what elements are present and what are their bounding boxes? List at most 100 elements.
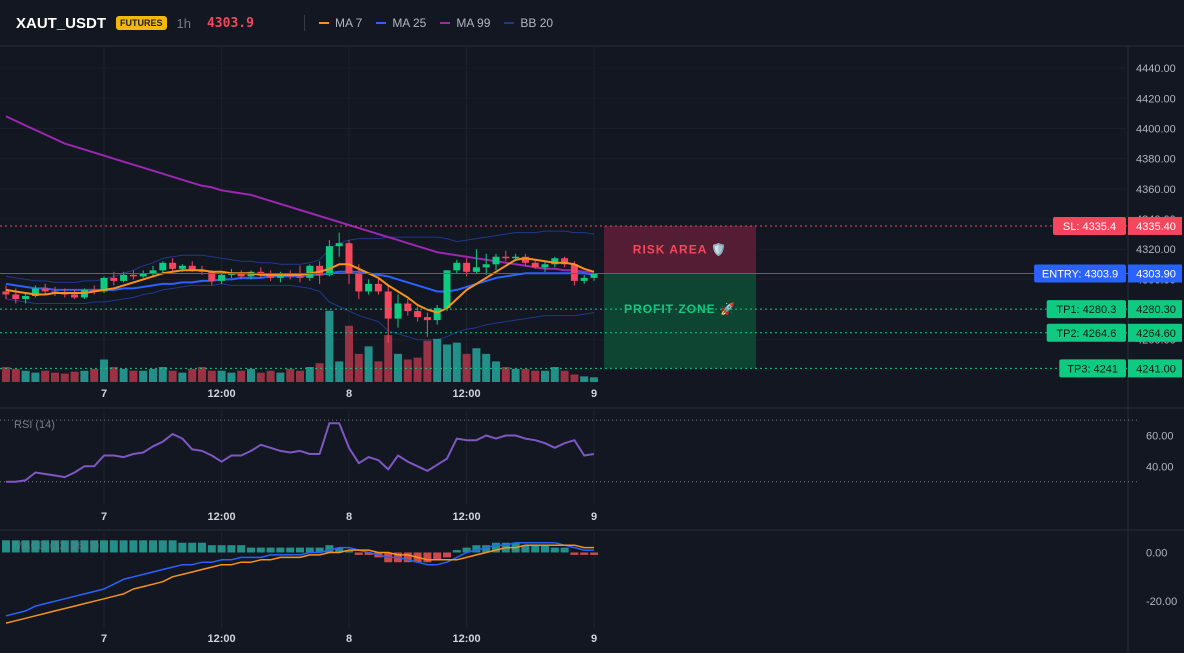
price-axis-tag-label: 4335.40 <box>1136 221 1176 233</box>
candle-body <box>218 274 226 281</box>
macd-histogram-bar <box>521 545 530 553</box>
macd-histogram-bar <box>11 540 20 553</box>
candle-body <box>355 273 363 292</box>
candle-body <box>590 273 598 278</box>
volume-bar <box>100 359 108 382</box>
volume-bar <box>364 346 373 382</box>
macd-histogram-bar <box>266 547 275 553</box>
x-tick-label: 12:00 <box>208 633 236 645</box>
level-tag-label: ENTRY: 4303.9 <box>1042 268 1118 280</box>
price-axis-tag-label: 4303.90 <box>1136 268 1176 280</box>
macd-histogram-bar <box>433 552 442 560</box>
volume-bar <box>403 359 412 382</box>
volume-bar <box>129 370 138 382</box>
y-tick-label: 4360.00 <box>1136 184 1176 196</box>
volume-bar <box>198 367 206 382</box>
macd-histogram-bar <box>296 547 304 553</box>
candle-body <box>482 264 490 268</box>
macd-histogram-bar <box>482 545 491 553</box>
macd-histogram-bar <box>109 540 118 553</box>
candle-body <box>208 271 216 281</box>
volume-bar <box>384 335 393 382</box>
volume-bar <box>492 361 500 382</box>
y-tick-label: 4380.00 <box>1136 154 1176 166</box>
volume-bar <box>256 372 265 382</box>
candle-body <box>41 288 49 292</box>
macd-histogram-bar <box>51 540 59 553</box>
volume-bar <box>41 370 50 382</box>
price-axis-tag-label: 4241.00 <box>1136 363 1176 375</box>
candle-body <box>306 265 314 278</box>
volume-bar <box>247 368 255 382</box>
legend-ma7[interactable]: MA 7 <box>318 16 362 30</box>
volume-bar <box>433 338 442 382</box>
symbol-title: XAUT_USDT <box>16 14 107 32</box>
volume-bar <box>511 368 520 382</box>
macd-histogram-bar <box>550 547 559 553</box>
y-tick-label: 4420.00 <box>1136 93 1176 105</box>
volume-bar <box>119 368 128 382</box>
legend-ma99[interactable]: MA 99 <box>440 16 490 30</box>
candle-body <box>394 303 402 319</box>
candle-body <box>384 291 392 319</box>
profit-zone-label: PROFIT ZONE 🚀 <box>624 302 736 316</box>
x-tick-label: 7 <box>101 633 107 645</box>
volume-bar <box>452 342 461 382</box>
legend-swatch <box>376 22 387 24</box>
macd-histogram-bar <box>139 540 148 553</box>
x-tick-label: 9 <box>591 388 597 400</box>
volume-bar <box>423 340 432 382</box>
ma7-line <box>5 257 595 314</box>
volume-bar <box>521 368 530 382</box>
macd-histogram-bar <box>452 550 461 553</box>
macd-histogram-bar <box>403 552 412 563</box>
volume-bar <box>345 325 353 382</box>
price-axis-tag <box>1128 323 1182 342</box>
macd-histogram-bar <box>462 547 471 553</box>
legend-label: MA 99 <box>456 16 491 30</box>
macd-histogram-bar <box>198 542 206 553</box>
candle-body <box>365 283 373 292</box>
volume-bar <box>550 367 559 382</box>
macd-histogram-bar <box>158 540 167 553</box>
macd-histogram-bar <box>580 552 589 555</box>
macd-histogram-bar <box>335 547 344 553</box>
candle-body <box>561 258 569 265</box>
rsi-line <box>6 422 595 483</box>
volume-bar <box>158 367 167 382</box>
volume-bar <box>590 377 598 382</box>
level-tag <box>1046 323 1126 342</box>
legend-ma25[interactable]: MA 25 <box>376 16 426 30</box>
volume-bar <box>217 370 226 382</box>
volume-bar <box>70 371 79 382</box>
legend-bb20[interactable]: BB 20 <box>504 16 553 30</box>
volume-bar <box>531 370 540 382</box>
macd-histogram-bar <box>237 545 246 553</box>
volume-bar <box>60 373 69 382</box>
timeframe-label[interactable]: 1h <box>176 15 191 31</box>
candle-body <box>531 262 539 268</box>
candle-body <box>129 274 137 277</box>
level-tag <box>1034 264 1126 283</box>
volume-bar <box>374 361 383 382</box>
volume-bar <box>51 372 59 382</box>
candle-body <box>267 274 275 278</box>
volume-bar <box>21 370 30 382</box>
candle-body <box>12 294 20 299</box>
y-tick-label: 4400.00 <box>1136 123 1176 135</box>
x-tick-label: 8 <box>346 388 352 400</box>
macd-histogram-bar <box>472 545 481 553</box>
volume-bar <box>501 367 510 382</box>
macd-histogram-bar <box>276 547 285 553</box>
risk-area-zone <box>604 225 756 274</box>
candle-body <box>188 265 196 271</box>
volume-bar <box>207 370 216 382</box>
volume-bar <box>305 367 314 382</box>
candle-body <box>110 277 118 281</box>
x-tick-label: 8 <box>346 511 352 523</box>
volume-bar <box>149 368 157 382</box>
candle-body <box>580 277 588 281</box>
macd-histogram-bar <box>286 547 295 553</box>
